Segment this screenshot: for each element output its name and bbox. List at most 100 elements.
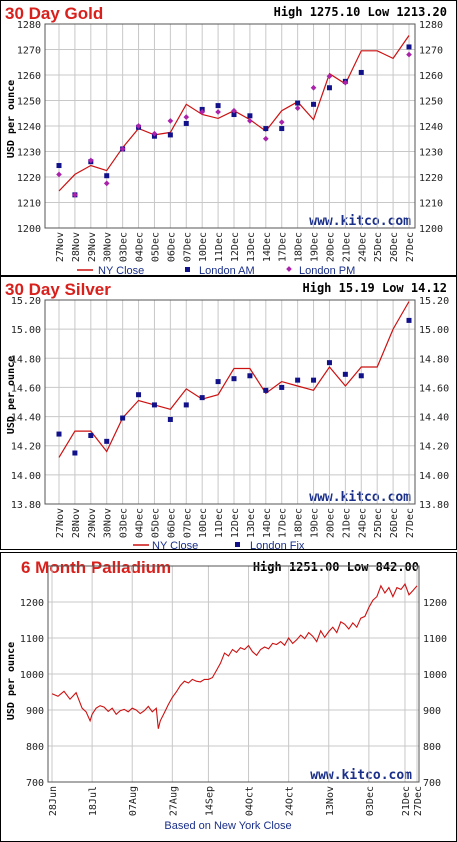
- gold-legend-diamond-icon: [286, 266, 292, 272]
- palladium-ytick-left: 900: [26, 706, 44, 717]
- gold-xtick-label: 10Dec: [198, 232, 209, 262]
- silver-ytick-left: 15.00: [11, 325, 41, 336]
- silver-ytick-right: 14.80: [419, 354, 449, 365]
- gold-ytick-right: 1210: [419, 199, 443, 210]
- gold-point-diamond: [183, 114, 190, 120]
- silver-plot-frame: [44, 299, 416, 505]
- silver-xtick-label: 18Dec: [294, 508, 305, 538]
- gold-ytick-right: 1220: [419, 173, 443, 184]
- gold-xtick-label: 29Nov: [87, 232, 98, 262]
- gold-ytick-left: 1250: [17, 97, 41, 108]
- palladium-ytick-right: 1200: [423, 598, 447, 609]
- gold-ytick-left: 1210: [17, 199, 41, 210]
- silver-point-square: [295, 377, 301, 383]
- palladium-x-axis-label: Based on New York Close: [164, 820, 291, 832]
- gold-point-diamond: [56, 171, 62, 178]
- silver-legend: NY Close London Fix: [133, 540, 305, 549]
- silver-xtick-label: 27Dec: [405, 508, 416, 538]
- silver-point-square: [247, 373, 253, 379]
- gold-legend-ny-close: NY Close: [98, 265, 144, 275]
- silver-chart: 30 Day Silver High 15.19 Low 14.12 USD p…: [5, 280, 449, 549]
- palladium-xtick-label: 28Jun: [48, 786, 59, 816]
- palladium-ytick-left: 1000: [20, 670, 44, 681]
- gold-ytick-left: 1280: [17, 20, 41, 31]
- palladium-watermark: www.kitco.com: [310, 768, 412, 783]
- gold-y-axis-label: USD per ounce: [6, 80, 17, 158]
- silver-xtick-label: 20Dec: [325, 508, 336, 538]
- silver-point-square: [326, 360, 332, 366]
- palladium-ytick-right: 1100: [423, 634, 447, 645]
- silver-point-square: [136, 392, 142, 398]
- palladium-xtick-label: 27Dec: [413, 786, 424, 816]
- gold-point-square: [247, 113, 253, 119]
- palladium-xtick-label: 24Oct: [285, 786, 296, 816]
- gold-point-square: [231, 112, 237, 118]
- gold-ytick-left: 1270: [17, 46, 41, 57]
- gold-legend: NY Close London AM London PM: [77, 265, 355, 275]
- gold-ytick-left: 1230: [17, 148, 41, 159]
- palladium-y-axis-label: USD per ounce: [6, 642, 17, 720]
- gold-point-diamond: [406, 51, 412, 58]
- gold-xtick-label: 19Dec: [310, 232, 321, 262]
- gold-point-square: [104, 173, 110, 179]
- gold-point-square: [358, 69, 364, 75]
- silver-point-square: [263, 387, 269, 393]
- silver-xtick-label: 19Dec: [310, 508, 321, 538]
- gold-point-square: [406, 44, 412, 50]
- silver-xtick-label: 13Dec: [246, 508, 257, 538]
- palladium-ytick-right: 700: [423, 778, 441, 789]
- gold-point-square: [183, 120, 189, 126]
- gold-xtick-label: 25Dec: [373, 232, 384, 262]
- silver-xtick-label: 14Dec: [262, 508, 273, 538]
- gold-xtick-label: 04Dec: [135, 232, 146, 262]
- silver-ytick-right: 14.60: [419, 383, 449, 394]
- gold-plot-frame: [44, 23, 416, 229]
- gold-ytick-left: 1220: [17, 173, 41, 184]
- silver-xtick-label: 17Dec: [278, 508, 289, 538]
- palladium-ytick-right: 800: [423, 742, 441, 753]
- silver-xtick-label: 06Dec: [166, 508, 177, 538]
- silver-ytick-left: 13.80: [11, 500, 41, 511]
- gold-high-low: High 1275.10 Low 1213.20: [274, 5, 447, 19]
- gold-xtick-label: 18Dec: [294, 232, 305, 262]
- silver-xtick-label: 26Dec: [389, 508, 400, 538]
- silver-ytick-right: 15.00: [419, 325, 449, 336]
- gold-point-diamond: [119, 146, 126, 152]
- palladium-xtick-label: 14Sep: [204, 786, 215, 816]
- silver-ytick-right: 14.00: [419, 471, 449, 482]
- silver-point-square: [104, 438, 110, 444]
- gold-ytick-right: 1270: [419, 46, 443, 57]
- gold-point-diamond: [135, 123, 142, 129]
- gold-point-diamond: [231, 107, 237, 114]
- gold-point-diamond: [87, 157, 94, 164]
- gold-point-diamond: [215, 109, 221, 115]
- silver-xtick-label: 07Dec: [182, 508, 193, 538]
- gold-chart-title: 30 Day Gold: [5, 4, 103, 23]
- palladium-plot-frame: [47, 565, 420, 783]
- silver-chart-panel: 30 Day Silver High 15.19 Low 14.12 USD p…: [0, 276, 457, 550]
- gold-legend-london-pm: London PM: [299, 265, 355, 275]
- gold-xtick-label: 07Dec: [182, 232, 193, 262]
- silver-point-square: [342, 371, 348, 377]
- silver-point-square: [199, 395, 205, 401]
- gold-ytick-left: 1240: [17, 122, 41, 133]
- gold-ytick-right: 1230: [419, 148, 443, 159]
- palladium-ytick-left: 800: [26, 742, 44, 753]
- silver-ytick-left: 14.20: [11, 442, 41, 453]
- gold-xtick-label: 13Dec: [246, 232, 257, 262]
- silver-point-square: [72, 450, 78, 456]
- silver-point-square: [151, 402, 157, 408]
- gold-ytick-right: 1280: [419, 20, 443, 31]
- gold-xtick-label: 17Dec: [278, 232, 289, 262]
- silver-ytick-left: 14.60: [11, 383, 41, 394]
- gold-point-square: [263, 126, 269, 132]
- gold-chart: 30 Day Gold High 1275.10 Low 1213.20 USD…: [5, 4, 447, 275]
- gold-point-square: [326, 85, 332, 91]
- silver-watermark: www.kitco.com: [309, 490, 411, 505]
- palladium-xtick-label: 07Aug: [128, 786, 139, 816]
- gold-xtick-label: 03Dec: [119, 232, 130, 262]
- gold-ytick-right: 1250: [419, 97, 443, 108]
- silver-legend-london-fix: London Fix: [250, 540, 305, 549]
- gold-xtick-label: 20Dec: [325, 232, 336, 262]
- silver-ytick-right: 14.20: [419, 442, 449, 453]
